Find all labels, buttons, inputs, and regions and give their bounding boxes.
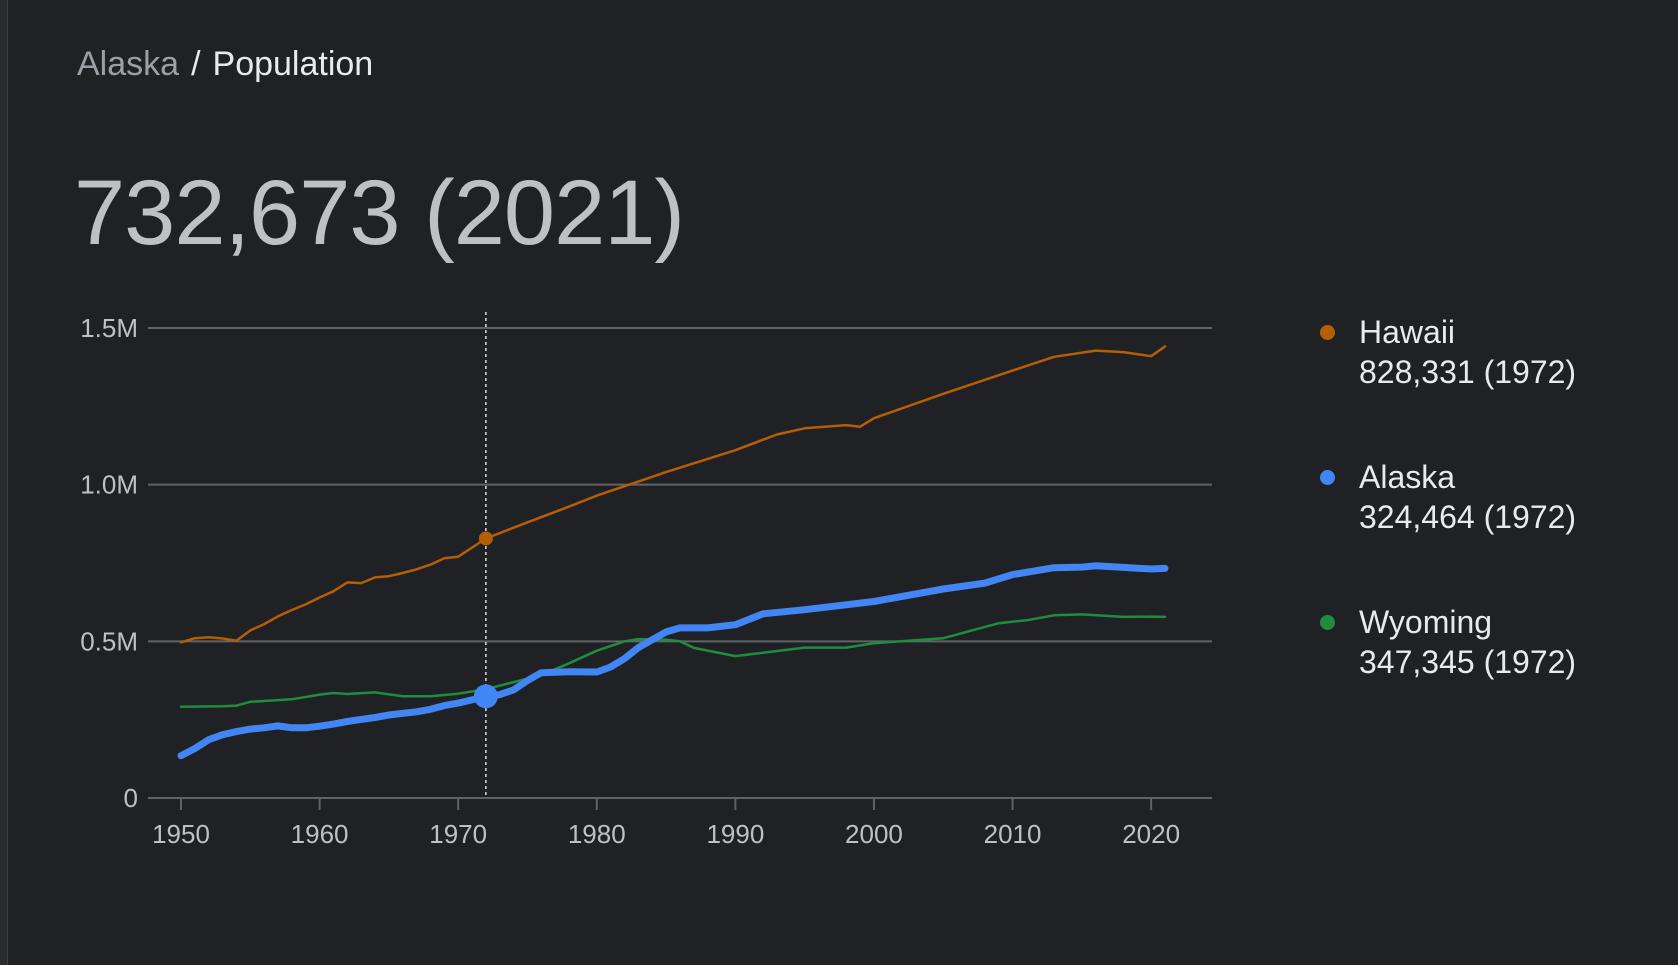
breadcrumb-parent[interactable]: Alaska	[77, 45, 180, 83]
x-tick-label: 2020	[1122, 819, 1180, 849]
y-tick-label: 0.5M	[80, 626, 138, 656]
window-edge	[0, 0, 8, 965]
headline-value: 732,673 (2021)	[74, 162, 685, 264]
legend-color-dot	[1320, 615, 1335, 630]
x-tick-label: 2010	[984, 819, 1042, 849]
y-tick-label: 1.5M	[80, 313, 138, 343]
hover-point-hawaii	[478, 531, 493, 546]
legend-series-name: Wyoming	[1359, 604, 1493, 640]
breadcrumb-separator: /	[191, 45, 201, 83]
legend-series-value: 347,345 (1972)	[1359, 644, 1577, 680]
grid-lines	[148, 312, 1212, 799]
legend-series-value: 828,331 (1972)	[1359, 354, 1577, 390]
legend-color-dot	[1320, 470, 1335, 485]
legend-series-name: Hawaii	[1359, 314, 1456, 350]
breadcrumb-current: Population	[212, 45, 374, 83]
x-tick-label: 1990	[706, 819, 764, 849]
x-tick-label: 1970	[429, 819, 487, 849]
series-line-alaska[interactable]	[177, 562, 1169, 760]
legend-color-dot	[1320, 325, 1335, 340]
legend-series-name: Alaska	[1359, 459, 1456, 495]
axes: 0 0.5M 1.0M 1.5M 1950 1960 1970 1980 1990 2000 201…	[80, 313, 1180, 849]
hover-markers	[473, 531, 498, 709]
breadcrumb: Alaska / Population	[77, 40, 373, 88]
legend-series-value: 324,464 (1972)	[1359, 499, 1577, 535]
y-tick-label: 1.0M	[80, 470, 138, 500]
x-tick-label: 1960	[291, 819, 349, 849]
x-tick-label: 2000	[845, 819, 903, 849]
x-tick-label: 1950	[152, 819, 210, 849]
series-line-wyoming[interactable]	[179, 613, 1167, 709]
x-tick-label: 1980	[568, 819, 626, 849]
series-lines	[177, 345, 1169, 760]
series-line-hawaii[interactable]	[179, 345, 1167, 644]
y-tick-label: 0	[124, 783, 138, 813]
hover-point-alaska	[473, 684, 498, 709]
